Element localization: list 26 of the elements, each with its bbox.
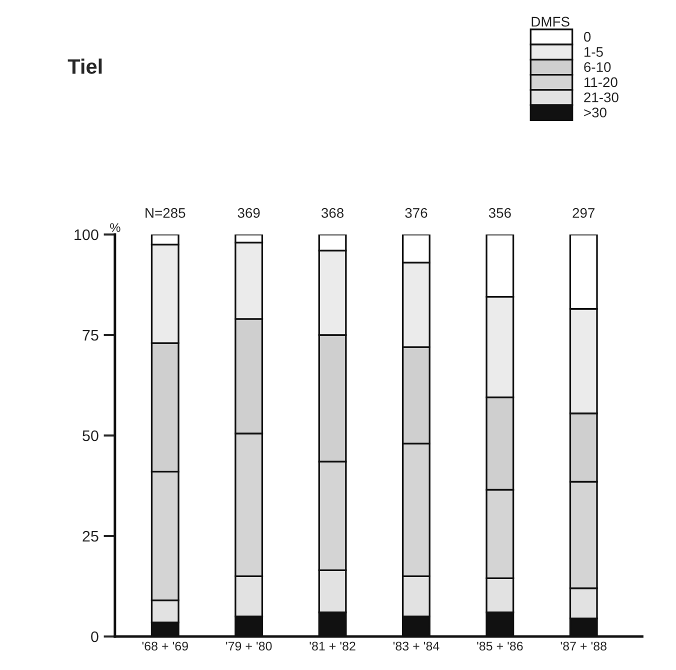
legend-label: >30 [584,108,606,118]
x-tick-label: '85 + '86 [477,642,523,651]
x-tick-label: '68 + '69 [142,642,188,651]
annotation: 356 [488,208,511,218]
chart-title: Tiel [68,58,102,74]
y-tick-label: 100 [74,229,98,240]
legend-label: 11-20 [584,77,618,88]
annotation: 376 [405,208,428,218]
x-tick-label: '83 + '84 [393,642,440,651]
legend-label: 6-10 [584,62,611,72]
y-tick-label: 50 [82,430,98,442]
annotation: 368 [321,208,344,218]
legend-title: DMFS [532,16,570,27]
x-tick-label: '87 + '88 [560,642,606,651]
y-tick-label: 0 [91,631,98,642]
legend-label: 0 [584,32,591,42]
x-tick-label: '81 + '82 [310,642,356,651]
annotation: 297 [572,208,595,218]
legend-label: 1-5 [584,47,603,57]
legend-label: 21-30 [584,92,618,102]
annotation: N=285 [146,208,186,218]
x-tick-label: '79 + '80 [226,642,272,651]
y-tick-label: 75 [82,330,98,341]
y-axis-title: % [110,223,120,232]
annotation: 369 [238,208,260,218]
y-tick-label: 25 [82,530,98,542]
